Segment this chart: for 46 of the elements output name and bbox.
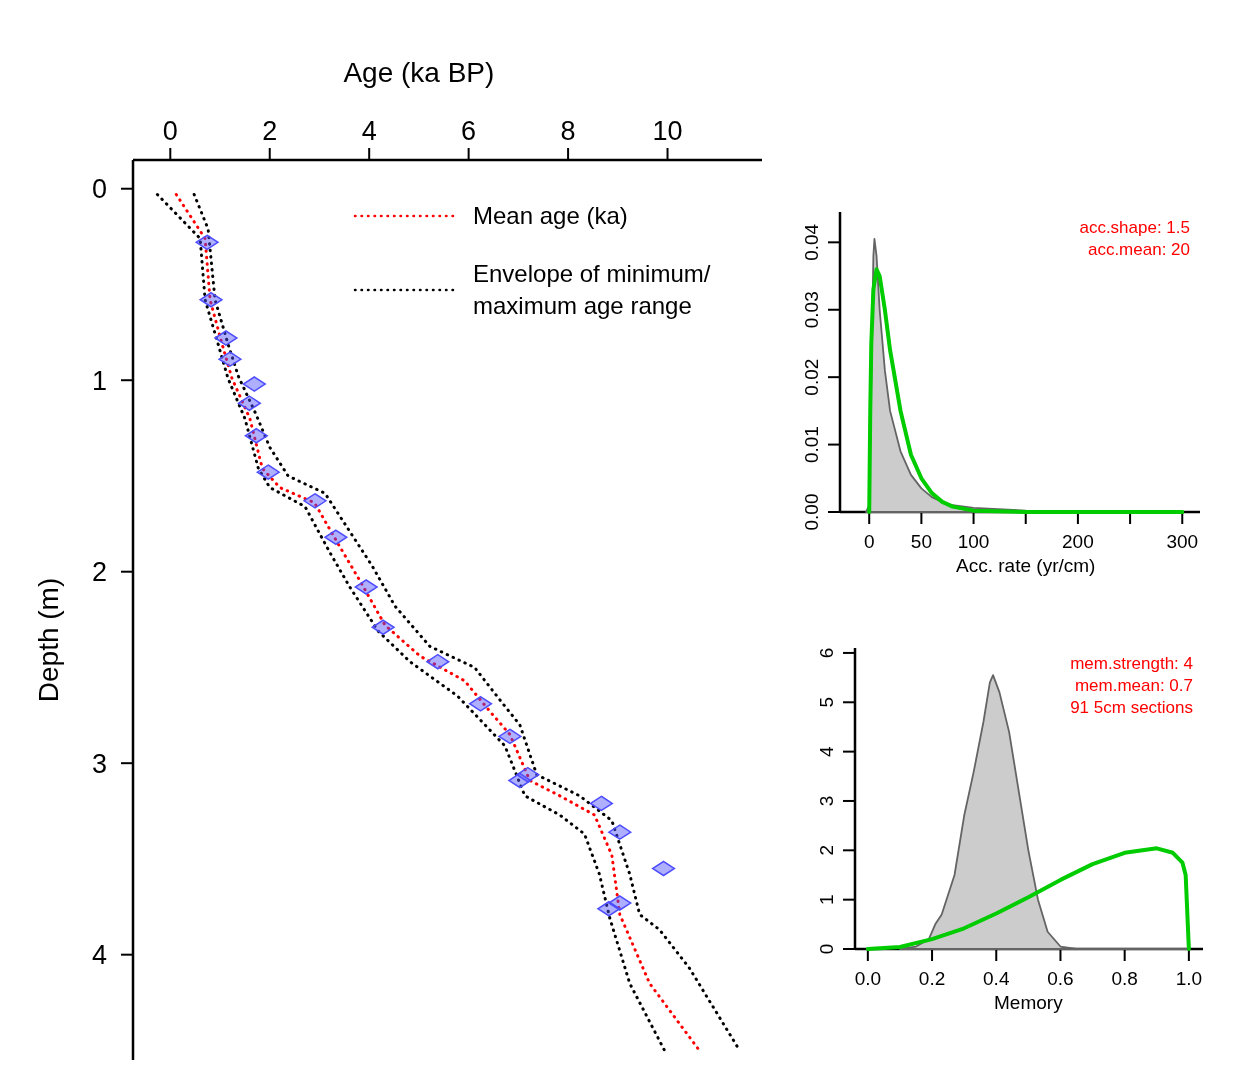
x-tick-label: 8 <box>560 116 576 146</box>
x-tick-label: 50 <box>910 531 932 553</box>
x-tick-label: 0.4 <box>983 968 1010 990</box>
x-tick-label: 0.8 <box>1111 968 1138 990</box>
y-tick-label: 0.04 <box>801 223 822 261</box>
y-tick-label: 5 <box>816 696 837 708</box>
y-axis-title: Depth (m) <box>33 577 64 703</box>
x-axis-title: Memory <box>994 992 1064 1013</box>
line-series <box>865 846 1191 951</box>
y-tick-label: 3 <box>816 795 837 807</box>
y-tick-label: 1 <box>816 894 837 905</box>
annotation: acc.shape: 1.5 <box>1079 217 1190 237</box>
y-tick-label: 0.03 <box>801 291 822 329</box>
y-tick-label: 2 <box>91 557 107 588</box>
annotation: acc.mean: 20 <box>1087 239 1190 259</box>
y-tick-label: 0 <box>816 943 837 955</box>
x-axis-title: Age (ka BP) <box>343 57 495 88</box>
y-tick-label: 6 <box>816 647 837 659</box>
x-tick-label: 4 <box>361 116 377 146</box>
x-tick-label: 0.0 <box>854 968 882 990</box>
x-tick-label: 0.2 <box>918 968 946 990</box>
y-tick-label: 1 <box>91 365 107 396</box>
y-tick-label: 4 <box>816 745 837 757</box>
x-tick-label: 6 <box>461 116 477 146</box>
legend-label: Mean age (ka) <box>473 202 628 230</box>
x-tick-label: 0 <box>162 116 178 146</box>
y-tick-label: 0 <box>91 174 107 205</box>
y-tick-label: 0.01 <box>801 426 822 464</box>
annotation: 91 5cm sections <box>1070 697 1193 717</box>
x-tick-label: 2 <box>262 116 278 146</box>
y-tick-label: 0.00 <box>801 493 822 531</box>
x-tick-label: 0.6 <box>1047 968 1074 990</box>
annotation: mem.mean: 0.7 <box>1074 675 1193 695</box>
y-tick-label: 3 <box>91 748 107 779</box>
y-tick-label: 4 <box>91 940 107 971</box>
x-tick-label: 1.0 <box>1175 968 1203 990</box>
x-tick-label: 100 <box>957 531 990 553</box>
x-tick-label: 0 <box>863 531 875 553</box>
annotation: mem.strength: 4 <box>1070 653 1193 673</box>
x-axis-title: Acc. rate (yr/cm) <box>956 555 1096 576</box>
x-tick-label: 300 <box>1166 531 1199 553</box>
x-tick-label: 10 <box>652 116 683 146</box>
y-tick-label: 2 <box>816 845 837 856</box>
x-tick-label: 200 <box>1062 531 1094 553</box>
legend-label: Envelope of minimum/ maximum age range <box>473 260 711 320</box>
y-tick-label: 0.02 <box>801 358 822 396</box>
